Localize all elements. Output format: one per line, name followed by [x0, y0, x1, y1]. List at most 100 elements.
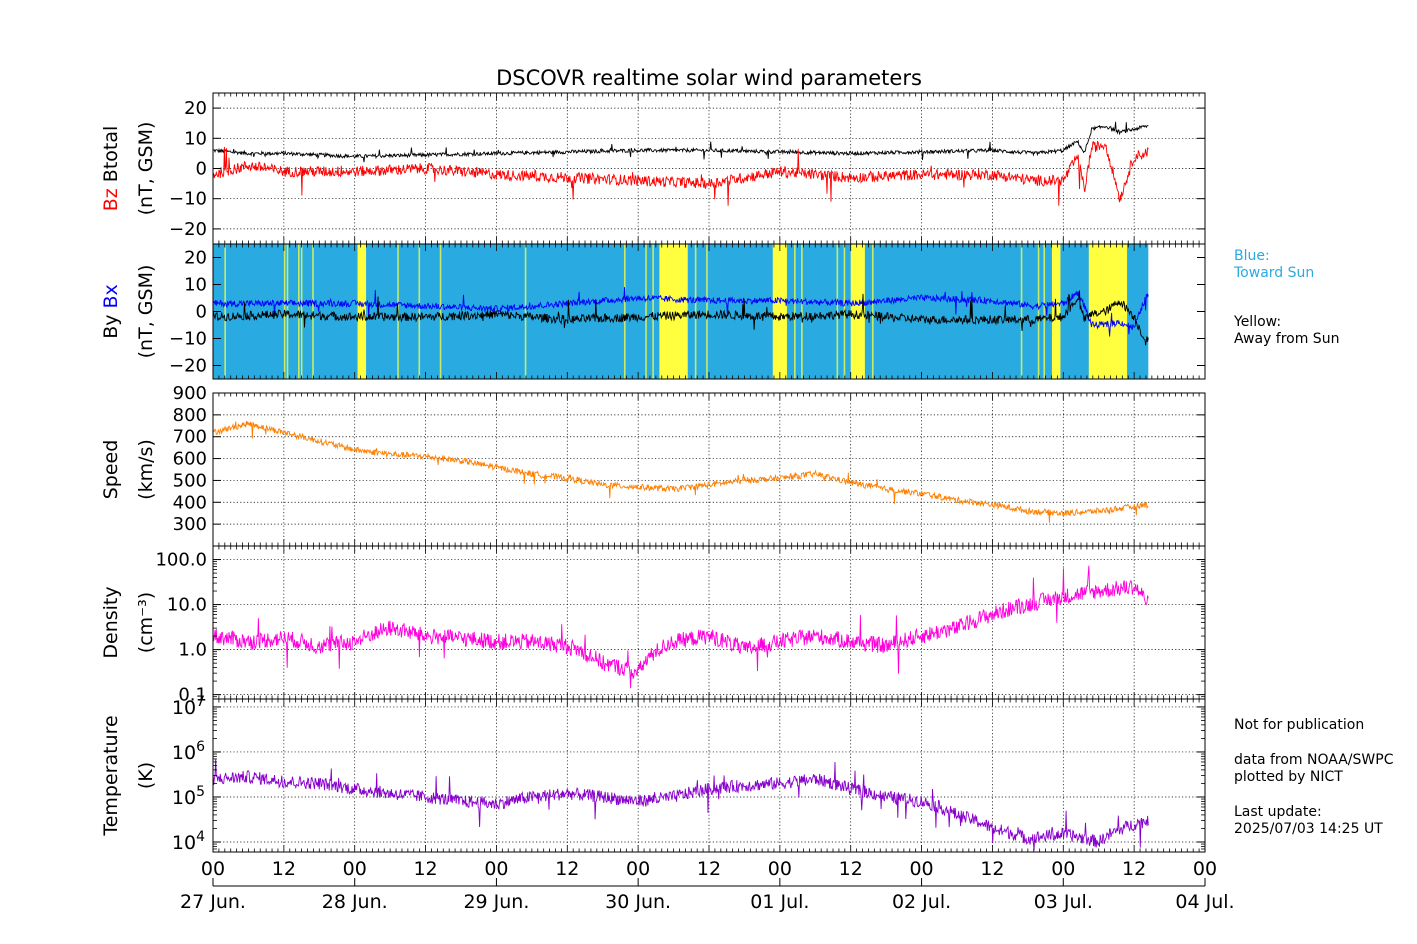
- x-tick-label: 12: [272, 858, 296, 880]
- series-speed: [213, 421, 1149, 523]
- y-tick-label: 105: [172, 784, 205, 809]
- y-unit-magnetic-field-by-bx: (nT, GSM): [135, 265, 157, 359]
- sector-stripe-0: [224, 244, 226, 379]
- y-label-speed: Speed: [100, 440, 122, 500]
- y-tick-label: 10.0: [167, 595, 207, 616]
- series-bx: [213, 287, 1149, 337]
- x-tick-label: 00: [909, 858, 933, 880]
- x-day-label: 28 Jun.: [322, 891, 388, 913]
- sector-stripe-4: [300, 244, 303, 379]
- y-tick-label: 107: [172, 694, 205, 719]
- y-tick-label: 600: [173, 449, 207, 470]
- y-label-magnetic-field-bz-btotal: Bz Btotal: [100, 126, 122, 212]
- y-tick-label: 20: [184, 248, 207, 269]
- y-tick-label: 100.0: [155, 550, 207, 571]
- x-tick-label: 12: [1122, 858, 1146, 880]
- x-tick-label: 00: [1193, 858, 1217, 880]
- sector-stripe-17: [801, 244, 803, 379]
- x-tick-label: 00: [343, 858, 367, 880]
- y-unit-speed: (km/s): [135, 439, 157, 500]
- x-day-label: 02 Jul.: [892, 891, 951, 913]
- x-tick-label: 00: [201, 858, 225, 880]
- sector-stripe-21: [1020, 244, 1023, 379]
- panel-density: 100.0 10.0 1.0 0.1 Density (cm⁻³): [100, 545, 1206, 706]
- x-tick-label: 12: [697, 858, 721, 880]
- note-not-for-publication: Not for publication: [1234, 717, 1365, 733]
- note-data-source: data from NOAA/SWPC: [1234, 752, 1394, 768]
- sector-stripe-24: [1056, 244, 1058, 379]
- y-tick-label: −10: [169, 329, 207, 350]
- legend-yellow-line1: Yellow:: [1234, 314, 1282, 330]
- series-temperature: [213, 759, 1149, 851]
- legend-yellow-line2: Away from Sun: [1234, 331, 1340, 347]
- x-tick-label: 00: [768, 858, 792, 880]
- y-tick-label: 500: [173, 470, 207, 491]
- sector-stripe-8: [439, 244, 442, 379]
- x-day-label: 29 Jun.: [463, 891, 529, 913]
- sector-away-3: [772, 244, 787, 379]
- chart-title: DSCOVR realtime solar wind parameters: [496, 66, 922, 90]
- x-day-label: 01 Jul.: [750, 891, 809, 913]
- note-plotted-by: plotted by NICT: [1234, 769, 1343, 785]
- sector-stripe-16: [794, 244, 796, 379]
- y-unit-temperature: (K): [135, 762, 157, 789]
- y-tick-label: 300: [173, 514, 207, 535]
- series-btotal: [213, 121, 1149, 163]
- note-last-update-label: Last update:: [1234, 804, 1322, 820]
- sector-stripe-7: [418, 244, 421, 379]
- sector-stripe-11: [645, 244, 647, 379]
- x-tick-label: 00: [626, 858, 650, 880]
- sector-stripe-10: [623, 244, 626, 379]
- y-tick-label: 0: [196, 302, 207, 323]
- x-tick-label: 12: [980, 858, 1004, 880]
- x-axis: 00 12 00 12 00 12 00 12 00 12 00 12 00 12 00 27 Jun. 28 …: [180, 858, 1235, 913]
- y-tick-label: −20: [169, 356, 207, 377]
- x-tick-label: 12: [839, 858, 863, 880]
- y-tick-label: 0: [196, 159, 207, 180]
- y-label-magnetic-field-by-bx: By Bx: [100, 284, 122, 339]
- legend-away-from-sun: Yellow: Away from Sun: [1234, 314, 1339, 348]
- y-tick-label: 700: [173, 427, 207, 448]
- sector-away-4: [850, 244, 865, 379]
- y-tick-label: 800: [173, 405, 207, 426]
- panel-magnetic-field-by-bx: 20 10 0 −10 −20 By Bx (nT, GSM): [100, 243, 1206, 380]
- sector-stripe-22: [1037, 244, 1040, 379]
- y-unit-magnetic-field-bz-btotal: (nT, GSM): [135, 122, 157, 216]
- sector-stripe-13: [694, 244, 697, 379]
- y-tick-label: 106: [172, 739, 205, 764]
- legend-blue-line2: Toward Sun: [1234, 265, 1315, 281]
- panel-temperature: 104 105 106 107 Temperature (K): [100, 694, 1206, 854]
- y-tick-label: −20: [169, 219, 207, 240]
- x-tick-label: 00: [1051, 858, 1075, 880]
- y-label-temperature: Temperature: [100, 715, 122, 836]
- legend-toward-sun: Blue: Toward Sun: [1234, 248, 1314, 282]
- y-tick-label: 0.1: [178, 685, 207, 706]
- sector-stripe-20: [871, 244, 874, 379]
- panels: 20 10 0 −10 −20 Bz Btotal (nT, GSM) 20 10 0 −10 −20…: [100, 92, 1206, 854]
- y-tick-label: 900: [173, 383, 207, 404]
- y-tick-label: 400: [173, 492, 207, 513]
- x-day-label: 04 Jul.: [1175, 891, 1234, 913]
- sector-stripe-18: [836, 244, 839, 379]
- sector-stripe-12: [652, 244, 654, 379]
- legend-blue-line1: Blue:: [1234, 248, 1270, 264]
- x-day-label: 03 Jul.: [1034, 891, 1093, 913]
- x-tick-label: 12: [555, 858, 579, 880]
- sector-away-1: [357, 244, 367, 379]
- series-density: [213, 565, 1149, 689]
- y-unit-density: (cm⁻³): [135, 592, 157, 653]
- x-tick-label: 12: [413, 858, 437, 880]
- x-day-label: 27 Jun.: [180, 891, 246, 913]
- x-day-label: 30 Jun.: [605, 891, 671, 913]
- series-by: [213, 290, 1149, 346]
- y-tick-label: 10: [184, 128, 207, 149]
- note-last-update-time: 2025/07/03 14:25 UT: [1234, 821, 1383, 837]
- series-bz: [213, 140, 1149, 206]
- sector-stripe-14: [706, 244, 708, 379]
- y-tick-label: 1.0: [178, 640, 207, 661]
- sector-stripe-9: [524, 244, 527, 379]
- y-tick-label: 20: [184, 98, 207, 119]
- y-tick-label: 104: [172, 829, 205, 854]
